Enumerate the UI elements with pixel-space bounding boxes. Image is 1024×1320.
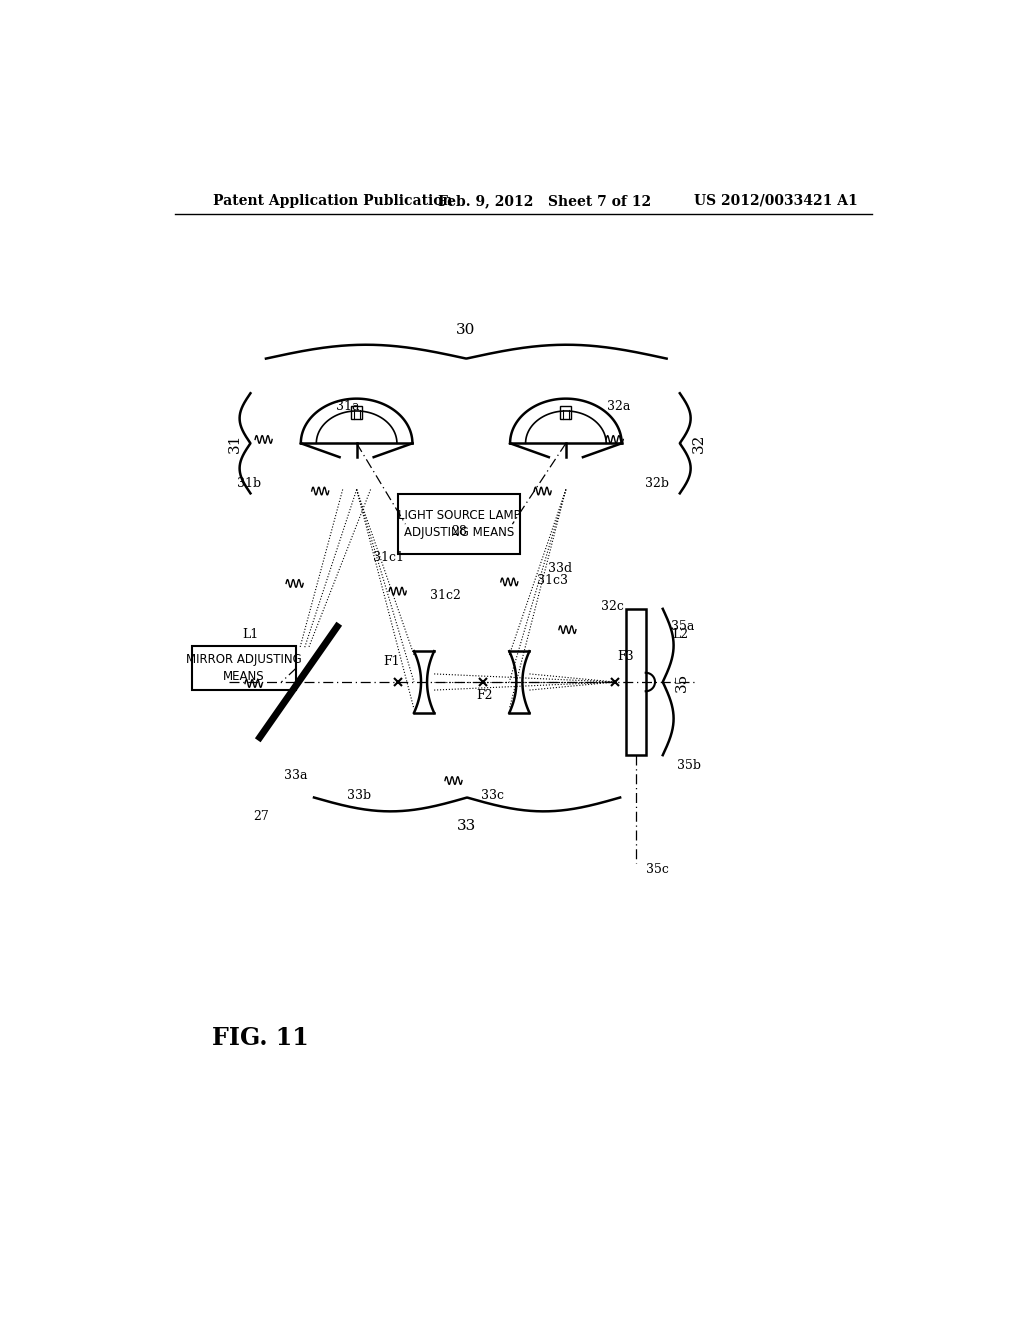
Text: 32c: 32c — [601, 601, 624, 612]
Text: 27: 27 — [253, 810, 269, 824]
Text: L1: L1 — [243, 628, 259, 640]
Text: 31c3: 31c3 — [538, 574, 568, 587]
Text: 33a: 33a — [285, 770, 308, 783]
Text: Feb. 9, 2012   Sheet 7 of 12: Feb. 9, 2012 Sheet 7 of 12 — [438, 194, 651, 207]
Bar — [351, 407, 362, 418]
Text: MIRROR ADJUSTING
MEANS: MIRROR ADJUSTING MEANS — [186, 653, 302, 684]
Text: L2: L2 — [673, 628, 688, 640]
Text: 28: 28 — [451, 525, 467, 539]
Text: 33: 33 — [457, 818, 476, 833]
Text: 32a: 32a — [607, 400, 631, 413]
Text: F2: F2 — [476, 689, 493, 702]
Text: LIGHT SOURCE LAMP
ADJUSTING MEANS: LIGHT SOURCE LAMP ADJUSTING MEANS — [397, 510, 520, 539]
Text: 33b: 33b — [346, 789, 371, 803]
Text: 32: 32 — [691, 433, 706, 453]
Bar — [397, 494, 520, 554]
Text: 31a: 31a — [336, 400, 359, 413]
Bar — [560, 407, 571, 418]
Bar — [626, 609, 646, 755]
Text: 35a: 35a — [671, 620, 694, 634]
Text: 31c1: 31c1 — [373, 550, 403, 564]
Text: 35b: 35b — [677, 759, 700, 772]
Text: 31c2: 31c2 — [430, 589, 461, 602]
Text: 33d: 33d — [548, 561, 572, 574]
Text: 30: 30 — [457, 323, 475, 337]
Text: Patent Application Publication: Patent Application Publication — [213, 194, 453, 207]
Text: F3: F3 — [617, 651, 634, 664]
Text: 33c: 33c — [480, 789, 504, 803]
Text: 31: 31 — [228, 433, 242, 453]
Bar — [191, 645, 296, 690]
Text: 32b: 32b — [645, 477, 669, 490]
Text: FIG. 11: FIG. 11 — [212, 1026, 308, 1049]
Text: 31b: 31b — [238, 477, 261, 490]
Text: US 2012/0033421 A1: US 2012/0033421 A1 — [693, 194, 857, 207]
Text: 35c: 35c — [646, 862, 669, 875]
Text: F1: F1 — [383, 655, 399, 668]
Text: 35: 35 — [675, 672, 689, 692]
